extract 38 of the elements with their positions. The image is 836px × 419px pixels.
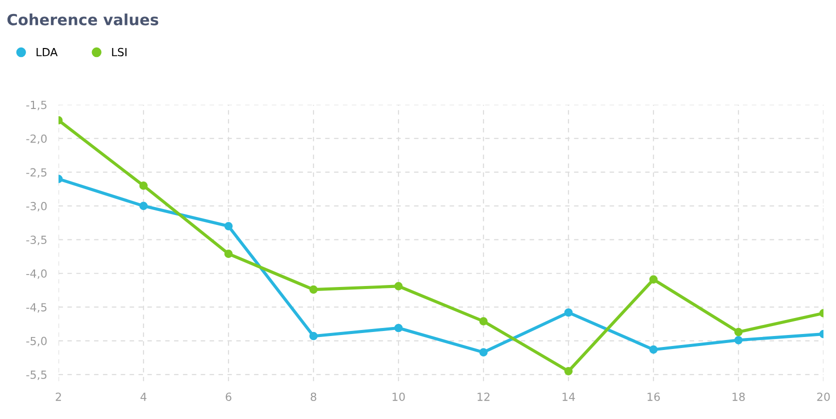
chart-title: Coherence values xyxy=(7,14,158,26)
point xyxy=(564,367,573,376)
point xyxy=(139,202,148,210)
y-tick-label: -2,0 xyxy=(26,134,47,144)
point xyxy=(649,275,658,284)
y-tick-label: -1,5 xyxy=(26,100,46,110)
x-tick-label: 18 xyxy=(732,392,745,401)
y-tick-label: -5,0 xyxy=(26,336,47,346)
point xyxy=(394,324,403,332)
point xyxy=(394,282,403,290)
point xyxy=(139,182,148,190)
x-tick-label: 2 xyxy=(56,392,61,401)
point xyxy=(479,348,488,356)
legend-label: LSI xyxy=(112,48,126,56)
point xyxy=(649,345,658,354)
x-tick-label: 12 xyxy=(478,392,490,401)
point xyxy=(734,336,743,344)
y-tick-label: -3,5 xyxy=(26,236,46,246)
y-tick-label: -2,5 xyxy=(26,168,46,178)
point xyxy=(224,250,233,258)
x-tick-label: 6 xyxy=(226,392,232,401)
point xyxy=(564,308,573,317)
x-tick-label: 14 xyxy=(562,392,575,401)
y-tick-label: -4,5 xyxy=(26,303,46,313)
point xyxy=(309,332,318,340)
y-tick-label: -5,5 xyxy=(26,370,46,380)
x-tick-label: 8 xyxy=(310,392,316,401)
x-tick-label: 10 xyxy=(392,392,405,401)
y-tick-label: -4,0 xyxy=(26,269,47,279)
point xyxy=(734,328,743,336)
x-tick-label: 4 xyxy=(140,392,146,401)
legend-label: LDA xyxy=(36,48,58,56)
y-tick-label: -3,0 xyxy=(26,202,47,212)
point xyxy=(309,285,318,294)
x-tick-label: 16 xyxy=(648,392,660,401)
x-tick-label: 20 xyxy=(817,392,830,401)
point xyxy=(479,317,488,326)
point xyxy=(224,222,233,230)
